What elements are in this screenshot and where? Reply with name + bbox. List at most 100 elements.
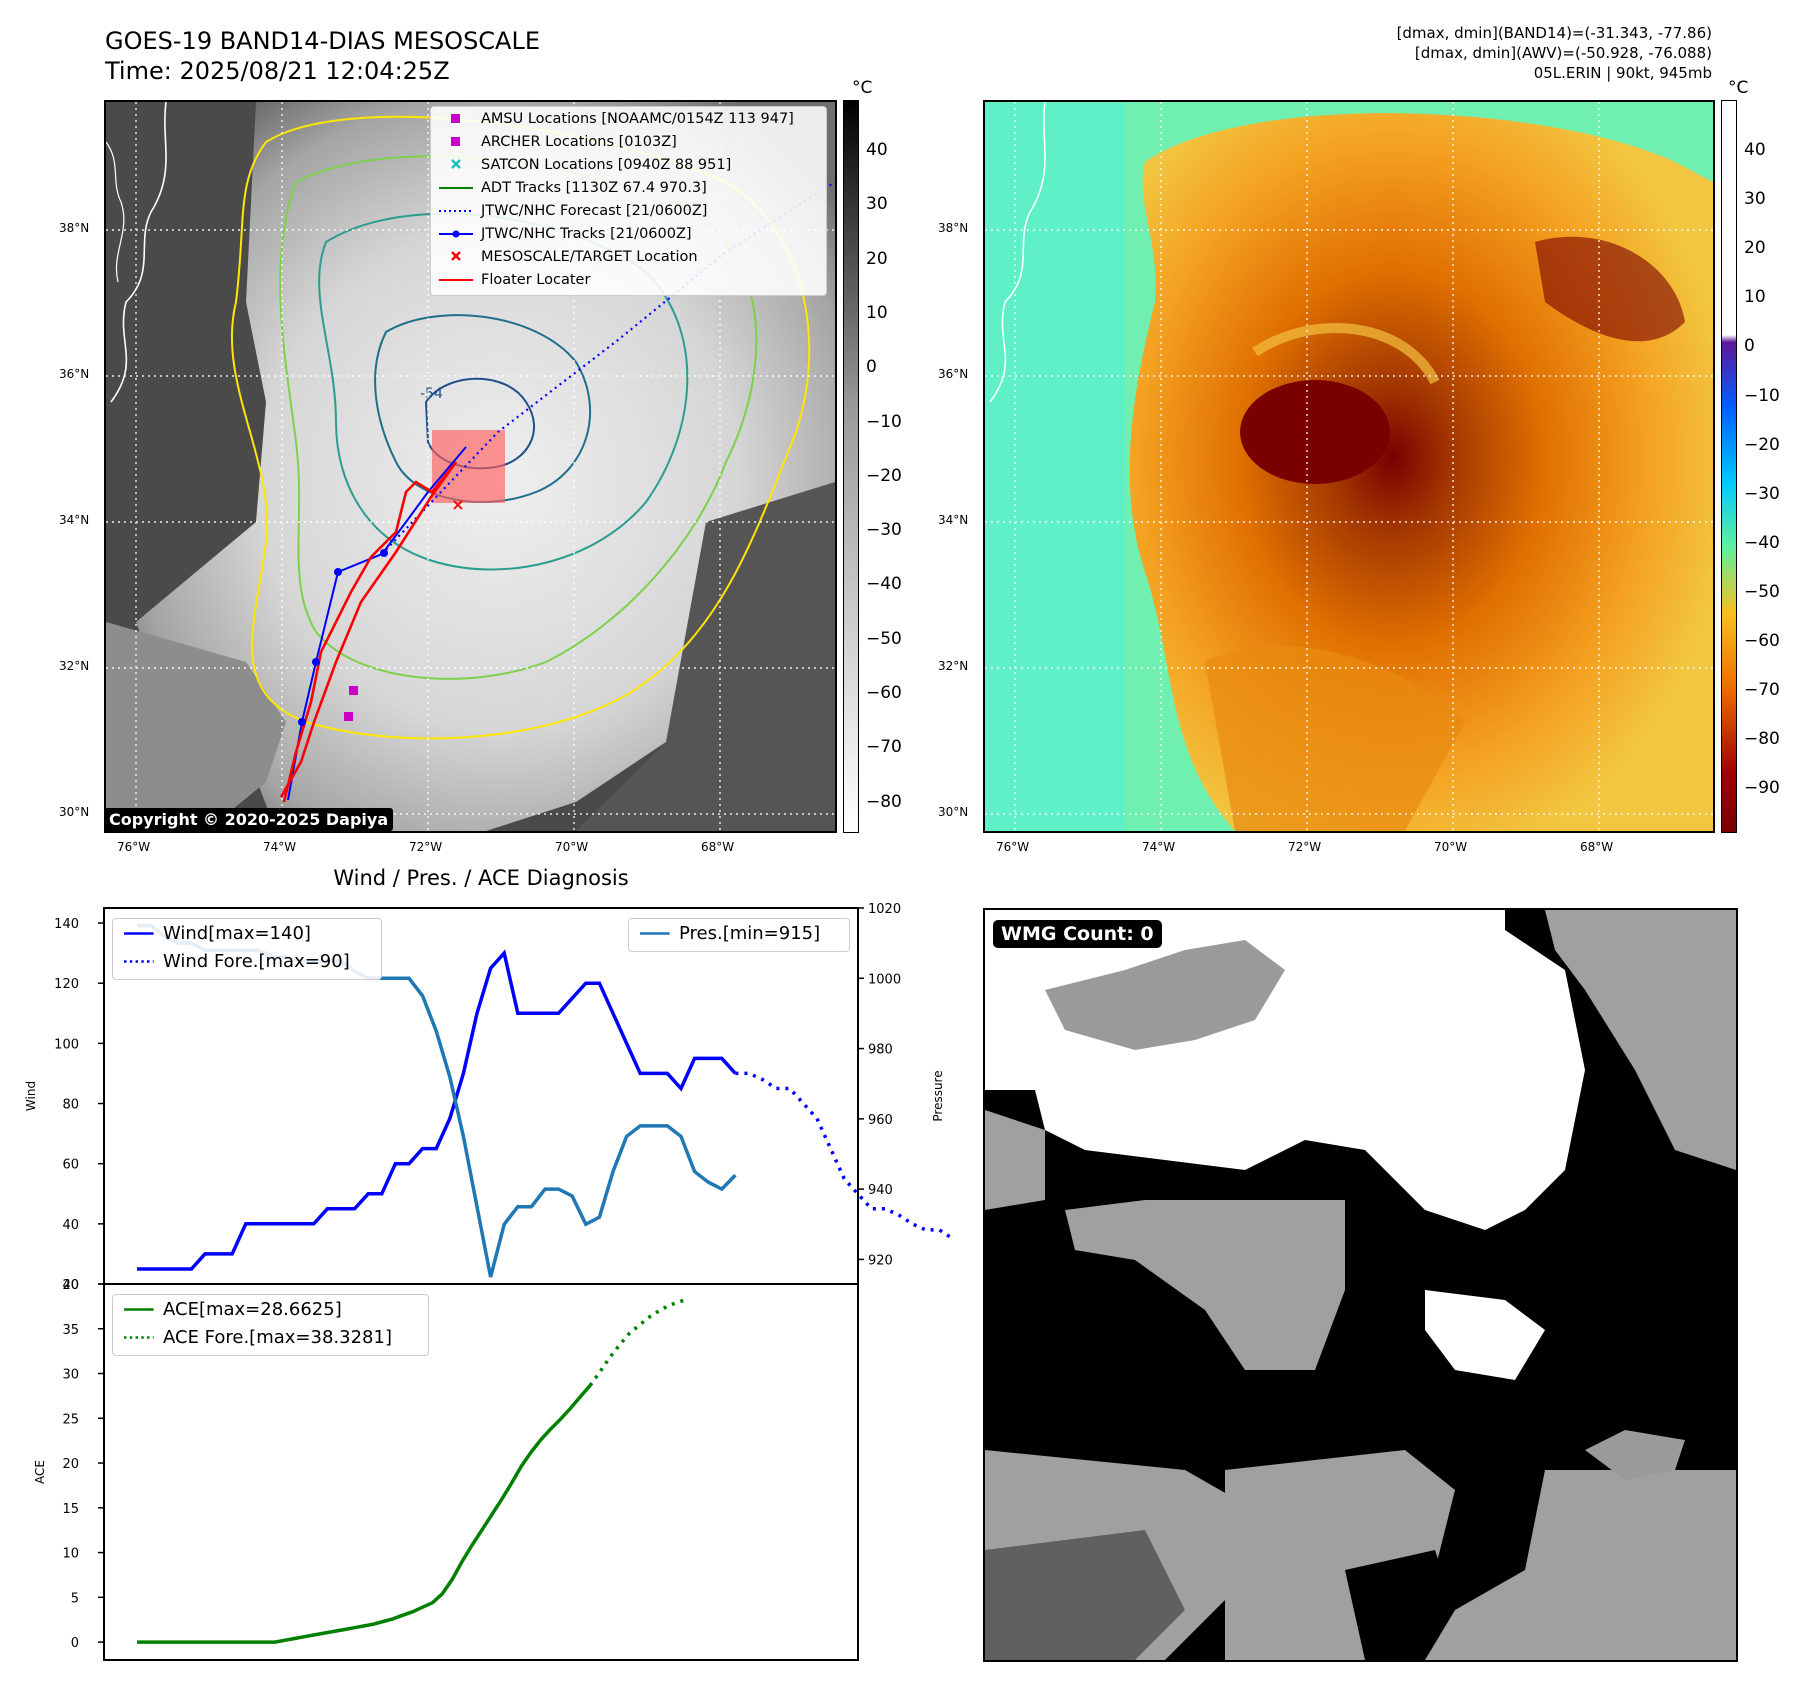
legend-item-floater: Floater Locater <box>431 268 826 291</box>
legend-label: ARCHER Locations [0103Z] <box>481 133 677 150</box>
line-marker-icon <box>124 1307 154 1311</box>
awv-colorbar-tick: −10 <box>1744 385 1780 406</box>
awv-colorbar-tick: −20 <box>1744 434 1780 455</box>
legend-item-tracks: JTWC/NHC Tracks [21/0600Z] <box>431 222 826 245</box>
ir-lon-label: 74°W <box>263 840 297 854</box>
wind-tick-label: 40 <box>62 1218 79 1233</box>
wind-tick-label: 140 <box>54 917 79 932</box>
line-marker-icon <box>439 187 473 189</box>
legend-item-forecast: JTWC/NHC Forecast [21/0600Z] <box>431 199 826 222</box>
legend-label: JTWC/NHC Forecast [21/0600Z] <box>481 202 708 219</box>
ir-colorbar-tick: 20 <box>866 248 888 269</box>
awv-map-image <box>985 102 1713 831</box>
chart-timestamp: Time: 2025/08/21 12:04:25Z <box>105 57 450 85</box>
legend-item-wind-forecast: Wind Fore.[max=90] <box>113 947 381 975</box>
ir-colorbar-tick: −70 <box>866 737 902 758</box>
awv-colorbar-tick: −30 <box>1744 483 1780 504</box>
ir-lon-label: 76°W <box>117 840 151 854</box>
ir-colorbar <box>843 100 859 833</box>
awv-colorbar-tick: −60 <box>1744 631 1780 651</box>
ir-lon-label: 72°W <box>409 840 443 854</box>
awv-lat-label: 34°N <box>938 513 969 527</box>
ir-colorbar-tick: −80 <box>866 791 902 812</box>
awv-lat-label: 36°N <box>938 367 969 381</box>
wind-series-line <box>137 949 737 1271</box>
dotted-line-icon <box>439 210 473 212</box>
awv-lon-label: 70°W <box>1434 840 1468 854</box>
ir-colorbar-tick: −40 <box>866 574 902 595</box>
ace-tick-label: 10 <box>62 1547 79 1562</box>
wind-tick-label: 80 <box>62 1098 79 1113</box>
awv-colorbar-unit: °C <box>1728 78 1749 98</box>
pressure-axis-label: Pressure <box>931 1070 945 1121</box>
awv-colorbar-tick: −50 <box>1744 581 1780 602</box>
ir-lat-label: 34°N <box>59 513 90 527</box>
ir-lat-label: 36°N <box>59 367 90 381</box>
storm-info: 05L.ERIN | 90kt, 945mb <box>1533 64 1712 82</box>
ir-lat-label: 32°N <box>59 659 90 673</box>
legend-label: AMSU Locations [NOAAMC/0154Z 113 947] <box>481 110 794 127</box>
line-marker-icon <box>124 931 154 935</box>
awv-colorbar-tick: 0 <box>1744 336 1755 357</box>
legend-label: JTWC/NHC Tracks [21/0600Z] <box>481 225 692 242</box>
wind-forecast-series-line <box>735 1071 954 1241</box>
copyright-label: Copyright © 2020-2025 Dapiya <box>104 808 394 831</box>
awv-colorbar-tick: 10 <box>1744 287 1766 308</box>
ir-colorbar-tick: −20 <box>866 465 902 486</box>
square-marker-icon <box>451 114 460 123</box>
legend-item-satcon: SATCON Locations [0940Z 88 951] <box>431 153 826 176</box>
legend-label: Wind[max=140] <box>163 922 311 944</box>
ir-colorbar-unit: °C <box>852 78 873 98</box>
ace-forecast-series-line <box>588 1297 690 1387</box>
line-marker-icon <box>439 279 473 281</box>
ir-lon-label: 68°W <box>701 840 735 854</box>
legend-item-wind: Wind[max=140] <box>113 919 381 947</box>
ace-tick-label: 30 <box>62 1368 79 1383</box>
x-marker-icon <box>451 159 461 169</box>
mesoscale-box <box>432 430 505 503</box>
ace-tick-label: 25 <box>62 1412 79 1427</box>
pressure-tick-label: 1020 <box>868 902 901 917</box>
ir-legend: AMSU Locations [NOAAMC/0154Z 113 947] AR… <box>430 106 827 296</box>
legend-label: ACE[max=28.6625] <box>163 1298 342 1320</box>
legend-label: ADT Tracks [1130Z 67.4 970.3] <box>481 179 707 196</box>
wind-legend: Wind[max=140] Wind Fore.[max=90] <box>112 918 382 980</box>
wind-tick-label: 100 <box>54 1037 79 1052</box>
awv-colorbar-tick: −40 <box>1744 532 1780 553</box>
wind-tick-label: 20 <box>62 1278 79 1293</box>
legend-item-ace: ACE[max=28.6625] <box>113 1295 428 1323</box>
ace-series-line <box>137 1384 592 1644</box>
legend-item-mesoscale: MESOSCALE/TARGET Location <box>431 245 826 268</box>
legend-label: Floater Locater <box>481 271 591 288</box>
pressure-tick-label: 960 <box>868 1113 893 1128</box>
legend-label: Wind Fore.[max=90] <box>163 950 350 972</box>
stats-awv: [dmax, dmin](AWV)=(-50.928, -76.088) <box>1414 44 1712 62</box>
contour-label: -54 <box>420 386 443 402</box>
ace-tick-label: 5 <box>71 1591 79 1606</box>
awv-colorbar-tick: 40 <box>1744 140 1766 160</box>
pressure-tick-label: 980 <box>868 1043 893 1058</box>
legend-item-amsu: AMSU Locations [NOAAMC/0154Z 113 947] <box>431 107 826 130</box>
line-marker-icon <box>640 931 670 935</box>
awv-colorbar-tick: −90 <box>1744 778 1780 799</box>
wmg-panel <box>983 908 1738 1662</box>
line-dot-icon <box>439 230 473 238</box>
legend-label: SATCON Locations [0940Z 88 951] <box>481 156 732 173</box>
ace-legend: ACE[max=28.6625] ACE Fore.[max=38.3281] <box>112 1294 429 1356</box>
ir-lon-label: 70°W <box>555 840 589 854</box>
wind-axis-label: Wind <box>24 1081 38 1111</box>
ir-colorbar-tick: 10 <box>866 302 888 323</box>
pressure-tick-label: 1000 <box>868 972 901 987</box>
pressure-tick-label: 920 <box>868 1253 893 1268</box>
svg-text:×: × <box>451 495 464 514</box>
awv-colorbar <box>1721 100 1737 833</box>
legend-item-adt: ADT Tracks [1130Z 67.4 970.3] <box>431 176 826 199</box>
wind-tick-label: 60 <box>62 1158 79 1173</box>
pressure-legend: Pres.[min=915] <box>628 918 850 952</box>
wmg-count-label: WMG Count: 0 <box>993 920 1162 948</box>
awv-colorbar-tick: 20 <box>1744 238 1766 259</box>
awv-colorbar-tick: 30 <box>1744 189 1766 210</box>
square-marker-icon <box>451 137 460 146</box>
ir-colorbar-tick: −60 <box>866 683 902 703</box>
